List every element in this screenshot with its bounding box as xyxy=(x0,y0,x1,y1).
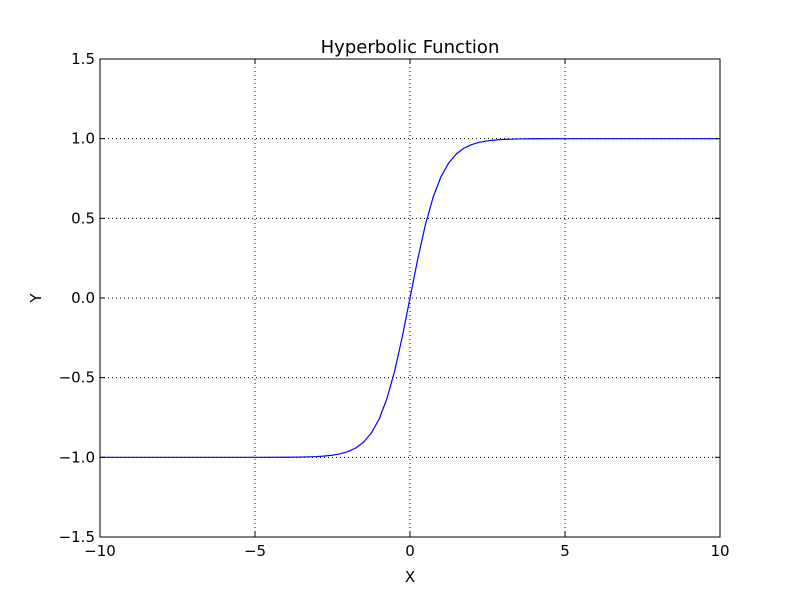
y-tick-label: −0.5 xyxy=(59,369,95,387)
y-tick-label: 0.5 xyxy=(71,209,95,227)
y-tick-label: −1.5 xyxy=(59,528,95,546)
ticks: −10 −5 0 5 10 −1.5 −1.0 −0.5 0.0 0.5 1.0 1.5 xyxy=(59,50,730,560)
x-tick-label: −5 xyxy=(244,542,266,560)
x-axis-label: X xyxy=(405,568,415,586)
y-tick-label: 1.0 xyxy=(71,130,95,148)
y-tick-label: 1.5 xyxy=(71,50,95,68)
x-tick-label: 0 xyxy=(405,542,415,560)
x-tick-label: −10 xyxy=(84,542,116,560)
y-tick-label: 0.0 xyxy=(71,289,95,307)
y-axis-label: Y xyxy=(27,293,45,304)
chart-title: Hyperbolic Function xyxy=(321,37,500,58)
series-layer xyxy=(100,138,720,458)
series-line xyxy=(100,138,720,458)
y-tick-label: −1.0 xyxy=(59,448,95,466)
x-tick-label: 10 xyxy=(710,542,729,560)
x-tick-label: 5 xyxy=(560,542,570,560)
